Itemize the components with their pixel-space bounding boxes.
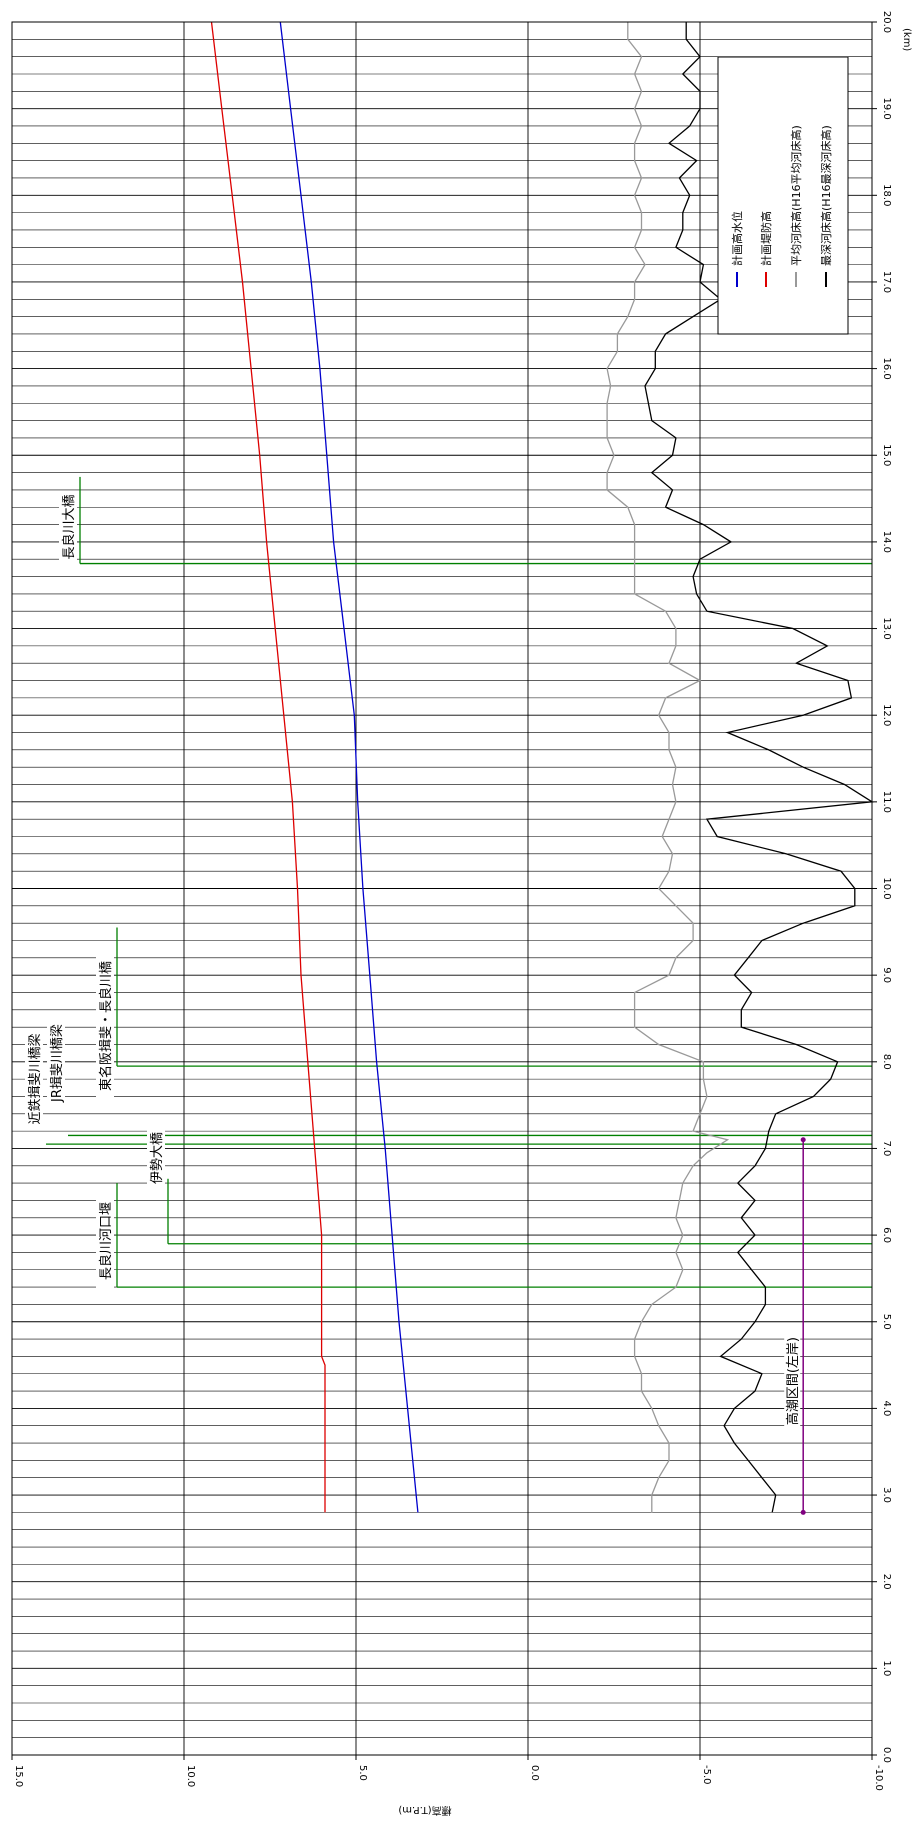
y-tick-label: -5.0 bbox=[701, 1765, 712, 1785]
x-tick-label: 6.0 bbox=[881, 1227, 892, 1243]
y-axis-label: 標高(T.P.m) bbox=[398, 1804, 451, 1817]
y-tick-label: 0.0 bbox=[529, 1765, 540, 1781]
x-tick-label: 20.0 bbox=[881, 11, 892, 33]
bridge-label-bg bbox=[59, 492, 77, 562]
range-label-bg bbox=[784, 1331, 801, 1432]
range-endpoint bbox=[800, 1509, 806, 1515]
series-line bbox=[606, 22, 730, 1513]
legend-label: 最深河床高(H16最深河床高) bbox=[819, 125, 833, 266]
bridge-annotation: 長良川河口堰 bbox=[96, 1183, 872, 1292]
series-line bbox=[279, 21, 419, 1513]
y-tick-label: 15.0 bbox=[13, 1765, 24, 1787]
x-tick-label: 8.0 bbox=[881, 1054, 892, 1070]
x-tick-label: 5.0 bbox=[881, 1314, 892, 1330]
bridge-label-bg bbox=[147, 1122, 165, 1194]
bridge-label-bg bbox=[96, 946, 114, 1106]
bridge-label: JR揖斐川橋梁 bbox=[50, 1024, 65, 1103]
bridge-annotation: 長良川大橋 bbox=[59, 476, 872, 565]
range-annotation: 高潮区間(左岸) bbox=[784, 1137, 806, 1515]
x-tick-label: 19.0 bbox=[881, 98, 892, 120]
bridge-label: 東名阪揖斐・長良川橋 bbox=[98, 961, 114, 1091]
bridge-label: 伊勢大橋 bbox=[150, 1132, 165, 1184]
y-tick-label: 5.0 bbox=[357, 1765, 368, 1781]
bridge-annotation: JR揖斐川橋梁 bbox=[47, 1018, 872, 1137]
bridge-annotation: 近鉄揖斐川橋梁 bbox=[25, 1030, 872, 1145]
x-tick-label: 3.0 bbox=[881, 1487, 892, 1503]
bridge-annotation: 東名阪揖斐・長良川橋 bbox=[96, 927, 872, 1106]
x-tick-label: 14.0 bbox=[881, 531, 892, 553]
x-tick-label: 17.0 bbox=[881, 271, 892, 293]
y-axis-ticks: -10.0 -5.0 0.0 5.0 10.0 15.0 bbox=[11, 1755, 884, 1791]
x-tick-label: 1.0 bbox=[881, 1660, 892, 1676]
x-tick-label: 11.0 bbox=[881, 791, 892, 813]
range-endpoint bbox=[800, 1137, 806, 1143]
legend-label: 平均河床高(H16平均河床高) bbox=[789, 125, 803, 266]
y-tick-label: -10.0 bbox=[873, 1765, 884, 1791]
bridge-label-bg bbox=[25, 1030, 43, 1128]
legend-label: 計画高水位 bbox=[730, 211, 744, 266]
x-axis-unit: (km) bbox=[901, 28, 912, 51]
legend-box bbox=[717, 56, 849, 335]
bridge-label: 長良川河口堰 bbox=[98, 1202, 114, 1280]
range-label: 高潮区間(左岸) bbox=[785, 1337, 801, 1425]
series-line bbox=[644, 22, 874, 1513]
x-tick-label: 10.0 bbox=[881, 877, 892, 899]
x-tick-label: 0.0 bbox=[881, 1747, 892, 1763]
x-tick-label: 2.0 bbox=[881, 1574, 892, 1590]
x-tick-label: 9.0 bbox=[881, 967, 892, 983]
bridge-label-bg bbox=[47, 1018, 65, 1108]
x-tick-label: 4.0 bbox=[881, 1400, 892, 1416]
y-tick-label: 10.0 bbox=[185, 1765, 196, 1787]
bridge-annotation: 伊勢大橋 bbox=[147, 1122, 872, 1245]
x-tick-label: 13.0 bbox=[881, 617, 892, 639]
legend: 計画高水位 計画堤防高 平均河床高(H16平均河床高) 最深河床高(H16最深河床高) bbox=[717, 56, 849, 335]
x-tick-label: 12.0 bbox=[881, 704, 892, 726]
data-series bbox=[210, 21, 874, 1513]
series-line bbox=[210, 21, 326, 1513]
x-tick-label: 15.0 bbox=[881, 444, 892, 466]
x-tick-label: 16.0 bbox=[881, 357, 892, 379]
bridge-label: 近鉄揖斐川橋梁 bbox=[28, 1033, 43, 1124]
x-axis-ticks: 0.0 1.0 2.0 3.0 4.0 5.0 6.0 7.0 8.0 9.0 10.0 11.0 12… bbox=[872, 11, 892, 1763]
bridge-label: 長良川大橋 bbox=[61, 494, 77, 559]
bridge-label-bg bbox=[96, 1190, 114, 1292]
x-tick-label: 7.0 bbox=[881, 1140, 892, 1156]
legend-label: 計画堤防高 bbox=[759, 211, 773, 266]
x-tick-label: 18.0 bbox=[881, 184, 892, 206]
